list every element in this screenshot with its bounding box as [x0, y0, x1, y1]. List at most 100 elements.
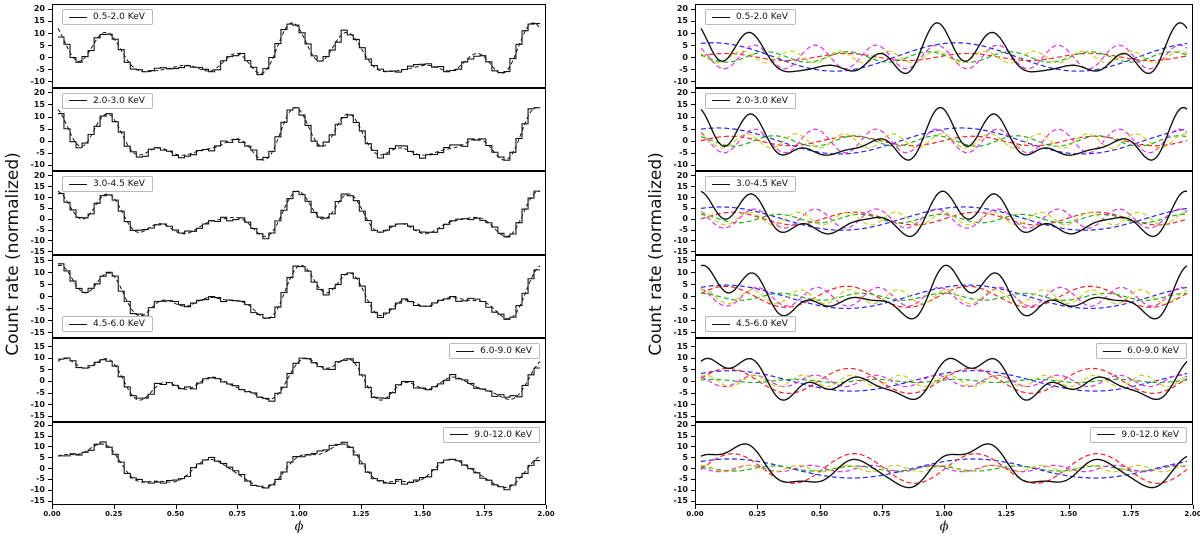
y-tick-label: 0: [682, 376, 688, 386]
y-tick-label: -10: [673, 399, 688, 409]
y-tick-label: 10: [676, 267, 688, 277]
y-tick-label: -15: [30, 327, 45, 337]
left-plot-area-1: [57, 106, 541, 161]
y-tick-mark: [691, 320, 695, 322]
y-tick-mark: [691, 92, 695, 94]
y-tick-mark: [691, 8, 695, 10]
right-panel-2.0-3.0 KeV: 2.0-3.0 KeV: [695, 87, 1193, 171]
x-tick-mark: [237, 505, 239, 509]
y-tick-mark: [48, 128, 52, 130]
x-tick-label: 1.50: [1059, 510, 1078, 518]
y-tick-mark: [691, 140, 695, 142]
y-tick-mark: [691, 104, 695, 106]
y-tick-mark: [691, 468, 695, 470]
harmonic-curve-n2: [700, 135, 1188, 146]
y-tick-label: 20: [676, 87, 688, 97]
y-tick-label: 5: [39, 124, 45, 134]
harmonic-curve-n3: [700, 51, 1188, 63]
legend-9.0-12.0 KeV: 9.0-12.0 KeV: [443, 426, 540, 443]
legend-3.0-4.5 KeV: 3.0-4.5 KeV: [705, 176, 796, 192]
y-tick-label: 15: [33, 255, 45, 265]
x-tick-mark: [52, 505, 53, 509]
y-tick-mark: [48, 175, 52, 177]
y-tick-label: 5: [682, 203, 688, 213]
y-tick-mark: [691, 284, 695, 286]
y-tick-label: 10: [676, 28, 688, 38]
harmonic-curve-n1: [700, 284, 1188, 309]
y-tick-label: -5: [679, 225, 688, 235]
x-tick-mark: [881, 505, 883, 509]
y-tick-mark: [691, 164, 695, 166]
y-tick-mark: [48, 45, 52, 47]
legend-label: 3.0-4.5 KeV: [93, 179, 145, 189]
y-tick-mark: [48, 8, 52, 10]
y-tick-mark: [48, 251, 52, 253]
legend-6.0-9.0 KeV: 6.0-9.0 KeV: [1096, 343, 1187, 359]
y-tick-mark: [48, 92, 52, 94]
harmonic-curve-n4: [700, 128, 1188, 153]
y-tick-label: 20: [33, 170, 45, 180]
y-tick-label: 0: [39, 376, 45, 386]
y-tick-label: -15: [673, 496, 688, 506]
legend-0.5-2.0 KeV: 0.5-2.0 KeV: [705, 9, 796, 25]
y-tick-mark: [48, 218, 52, 220]
x-tick-label: 1.00: [935, 510, 953, 518]
y-tick-mark: [691, 116, 695, 118]
y-tick-label: 5: [682, 452, 688, 462]
x-tick-mark: [546, 505, 547, 509]
left-plot-area-4: [57, 357, 541, 402]
x-tick-label: 0.25: [748, 510, 766, 518]
x-tick-mark: [819, 505, 821, 509]
right-panel-6.0-9.0 KeV: 6.0-9.0 KeV: [695, 338, 1193, 422]
y-tick-mark: [48, 457, 52, 459]
y-tick-label: 15: [33, 181, 45, 191]
x-tick-mark: [1006, 505, 1008, 509]
y-tick-label: 15: [676, 99, 688, 109]
harmonic-curve-n1: [700, 370, 1188, 392]
y-tick-mark: [48, 380, 52, 382]
x-tick-mark: [1068, 505, 1070, 509]
harmonic-curve-n5: [700, 374, 1188, 388]
model-curve: [700, 442, 1188, 488]
y-tick-mark: [48, 57, 52, 59]
harmonic-curve-n2: [700, 211, 1188, 226]
y-tick-label: -5: [36, 474, 45, 484]
y-tick-mark: [48, 81, 52, 83]
left-panel-0.5-2.0 KeV: 0.5-2.0 KeV: [52, 4, 546, 88]
x-tick-label: 1.75: [475, 510, 493, 518]
model-curve: [57, 442, 541, 488]
y-tick-label: 10: [33, 353, 45, 363]
y-tick-label: 10: [33, 441, 45, 451]
left-panel-9.0-12.0 KeV: 9.0-12.0 KeV: [52, 421, 546, 505]
y-tick-mark: [48, 140, 52, 142]
y-tick-mark: [691, 45, 695, 47]
legend-line-sample: [1097, 434, 1116, 435]
harmonic-curve-n2: [700, 367, 1188, 394]
y-tick-mark: [691, 357, 695, 359]
legend-label: 2.0-3.0 KeV: [736, 95, 788, 106]
y-tick-label: -10: [673, 76, 688, 86]
y-tick-label: -15: [673, 246, 688, 256]
y-tick-label: 15: [33, 16, 45, 26]
y-tick-label: 5: [682, 40, 688, 50]
y-tick-label: 20: [33, 4, 45, 14]
y-tick-label: 20: [676, 420, 688, 430]
y-tick-mark: [691, 489, 695, 491]
model-curve: [700, 190, 1188, 238]
y-tick-label: 0: [39, 136, 45, 146]
y-tick-mark: [48, 33, 52, 35]
y-tick-label: 10: [676, 112, 688, 122]
y-tick-mark: [691, 69, 695, 71]
x-tick-label: 0.50: [166, 510, 185, 518]
y-tick-mark: [691, 186, 695, 188]
y-tick-mark: [48, 272, 52, 274]
y-tick-mark: [691, 332, 695, 334]
x-tick-label: 1.25: [997, 510, 1015, 518]
legend-6.0-9.0 KeV: 6.0-9.0 KeV: [449, 343, 540, 359]
x-tick-label: 1.75: [1122, 510, 1140, 518]
y-tick-mark: [48, 197, 52, 199]
legend-line-sample: [712, 100, 730, 101]
left-panel-3.0-4.5 KeV: 3.0-4.5 KeV: [52, 171, 546, 255]
histogram-series: [57, 357, 541, 402]
